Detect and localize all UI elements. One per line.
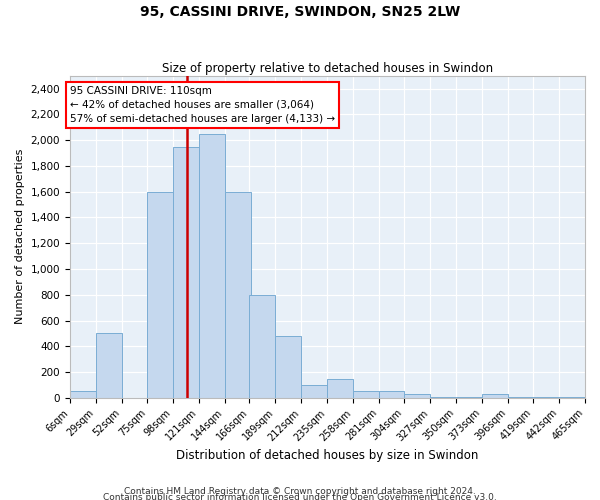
Bar (482, 394, 508, 398)
Title: Size of property relative to detached houses in Swindon: Size of property relative to detached ho… (162, 62, 493, 74)
Bar (250, 295, 275, 398)
Text: Contains public sector information licensed under the Open Government Licence v3: Contains public sector information licen… (103, 492, 497, 500)
Bar (70, 392, 96, 398)
Bar (379, 391, 404, 398)
Bar (96, 334, 122, 398)
Text: 95, CASSINI DRIVE, SWINDON, SN25 2LW: 95, CASSINI DRIVE, SWINDON, SN25 2LW (140, 5, 460, 19)
Bar (404, 394, 430, 398)
Text: Contains HM Land Registry data © Crown copyright and database right 2024.: Contains HM Land Registry data © Crown c… (124, 487, 476, 496)
Y-axis label: Number of detached properties: Number of detached properties (15, 149, 25, 324)
Bar (275, 336, 301, 398)
X-axis label: Distribution of detached houses by size in Swindon: Distribution of detached houses by size … (176, 450, 479, 462)
Bar (301, 385, 327, 398)
Bar (327, 378, 353, 398)
Bar (199, 134, 225, 398)
Bar (148, 192, 173, 398)
Bar (173, 146, 199, 398)
Text: 95 CASSINI DRIVE: 110sqm
← 42% of detached houses are smaller (3,064)
57% of sem: 95 CASSINI DRIVE: 110sqm ← 42% of detach… (70, 86, 335, 124)
Bar (225, 192, 251, 398)
Bar (353, 392, 379, 398)
